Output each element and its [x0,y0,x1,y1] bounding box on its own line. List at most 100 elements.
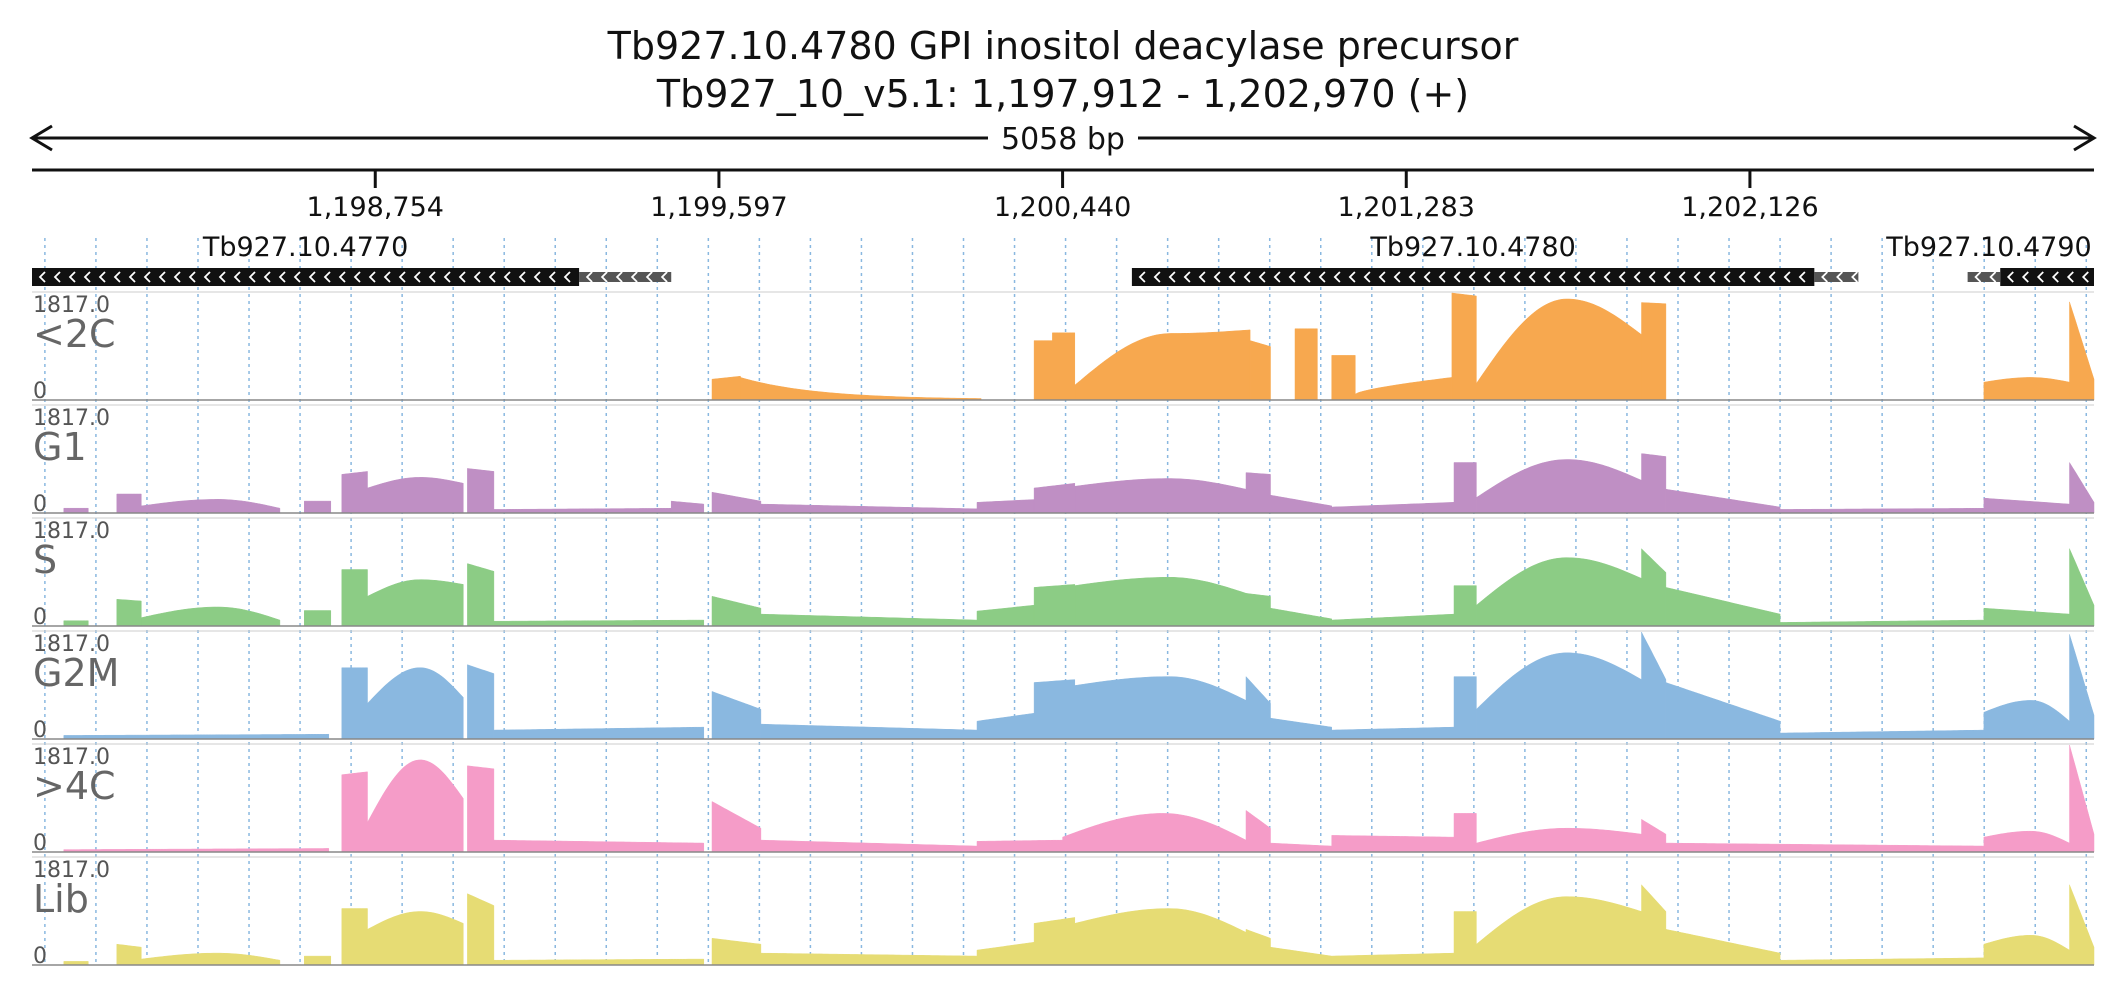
track-name: <2C [33,312,116,356]
track-max-label: 1817.0 [33,293,110,318]
coverage-area [2069,884,2095,966]
coverage-area [1074,329,1251,401]
figure-title: Tb927.10.4780 GPI inositol deacylase pre… [607,24,1519,68]
coverage-area [760,613,978,627]
coverage-area [1641,453,1667,514]
coverage-area [1665,842,1985,853]
strand-chevron [248,271,256,283]
coverage-area [1074,676,1247,740]
coverage-area [1476,652,1642,740]
coverage-area [1983,830,2070,853]
strand-chevron [1603,271,1611,283]
coverage-area [1641,302,1667,401]
coverage-area [1331,613,1455,627]
coverage-area [1245,675,1271,740]
strand-chevron [1333,271,1341,283]
strand-chevron [38,271,46,283]
strand-chevron [98,271,106,283]
strand-chevron [233,271,241,283]
track-name: Lib [33,877,89,921]
coverage-area [304,955,332,966]
coverage-area [467,664,495,740]
coverage-area [760,723,978,740]
coverage-area [1245,928,1271,966]
coverage-area [341,667,368,740]
coverage-area [1331,835,1455,853]
coverage-tracks: 1817.0<2C01817.0G101817.0S01817.0G2M0181… [32,291,2095,969]
coverage-area [1641,884,1667,966]
coverage-area [711,595,762,627]
figure-coordinates: Tb927_10_v5.1: 1,197,912 - 1,202,970 (+) [656,72,1469,116]
strand-chevron [368,271,376,283]
strand-chevron [1836,271,1843,283]
track-max-label: 1817.0 [33,406,110,431]
strand-chevron [1273,271,1281,283]
span-arrowhead-right [2073,124,2097,152]
strand-chevron [1738,271,1746,283]
coverage-area [367,759,464,853]
coverage-area [1779,619,1985,627]
strand-chevron [1693,271,1701,283]
track-zero-label: 0 [33,831,47,856]
coverage-area [1033,340,1053,401]
strand-chevron [2021,271,2029,283]
strand-chevron [383,271,391,283]
strand-chevron [645,271,653,283]
track-zero-label: 0 [33,718,47,743]
strand-chevron [1678,271,1686,283]
strand-chevron [600,271,608,283]
coverage-area [1033,483,1076,514]
coverage-area [1665,488,1781,514]
strand-chevron [518,271,526,283]
track-name: >4C [33,764,116,808]
coverage-area [1033,584,1076,627]
coverage-area [1052,332,1076,401]
x-tick-label: 1,201,283 [1338,192,1475,223]
track-name: G2M [33,651,119,695]
coverage-area [760,839,978,853]
coverage-area [1476,557,1642,627]
coverage-area [1062,813,1247,853]
strand-chevron [1213,271,1221,283]
strand-chevron [1423,271,1431,283]
strand-chevron [173,271,181,283]
coverage-area [711,491,762,514]
strand-chevron [458,271,466,283]
span-arrowhead-left [29,124,53,152]
strand-chevron [413,271,421,283]
coverage-area [1476,298,1642,401]
coverage-area [1249,340,1271,401]
coverage-area [1779,729,1985,740]
coverage-area [1033,917,1076,966]
track-zero-label: 0 [33,492,47,517]
coverage-area [1331,952,1455,966]
strand-chevron [1393,271,1401,283]
strand-chevron [1153,271,1161,283]
gene-utr [1967,272,2001,282]
strand-chevron [1663,271,1671,283]
strand-chevron [188,271,196,283]
gene-utr [579,272,672,282]
strand-chevron [1198,271,1206,283]
strand-chevron [1378,271,1386,283]
strand-chevron [428,271,436,283]
strand-chevron [323,271,331,283]
coverage-area [493,619,705,627]
coverage-area [1074,577,1247,627]
coverage-area [1453,585,1477,627]
coverage-track: 1817.0>4C 0 [32,743,2095,856]
span-ruler: 5058 bp [29,122,2097,157]
strand-chevron [203,271,211,283]
strand-chevron [1468,271,1476,283]
strand-chevron [2081,271,2089,283]
coverage-area [367,579,464,627]
coverage-area [1451,292,1477,401]
coverage-area [1476,459,1642,514]
coverage-area [341,569,368,627]
strand-chevron [263,271,271,283]
strand-chevron [488,271,496,283]
strand-chevron [615,271,623,283]
coverage-area [2069,301,2095,401]
strand-chevron [1558,271,1566,283]
